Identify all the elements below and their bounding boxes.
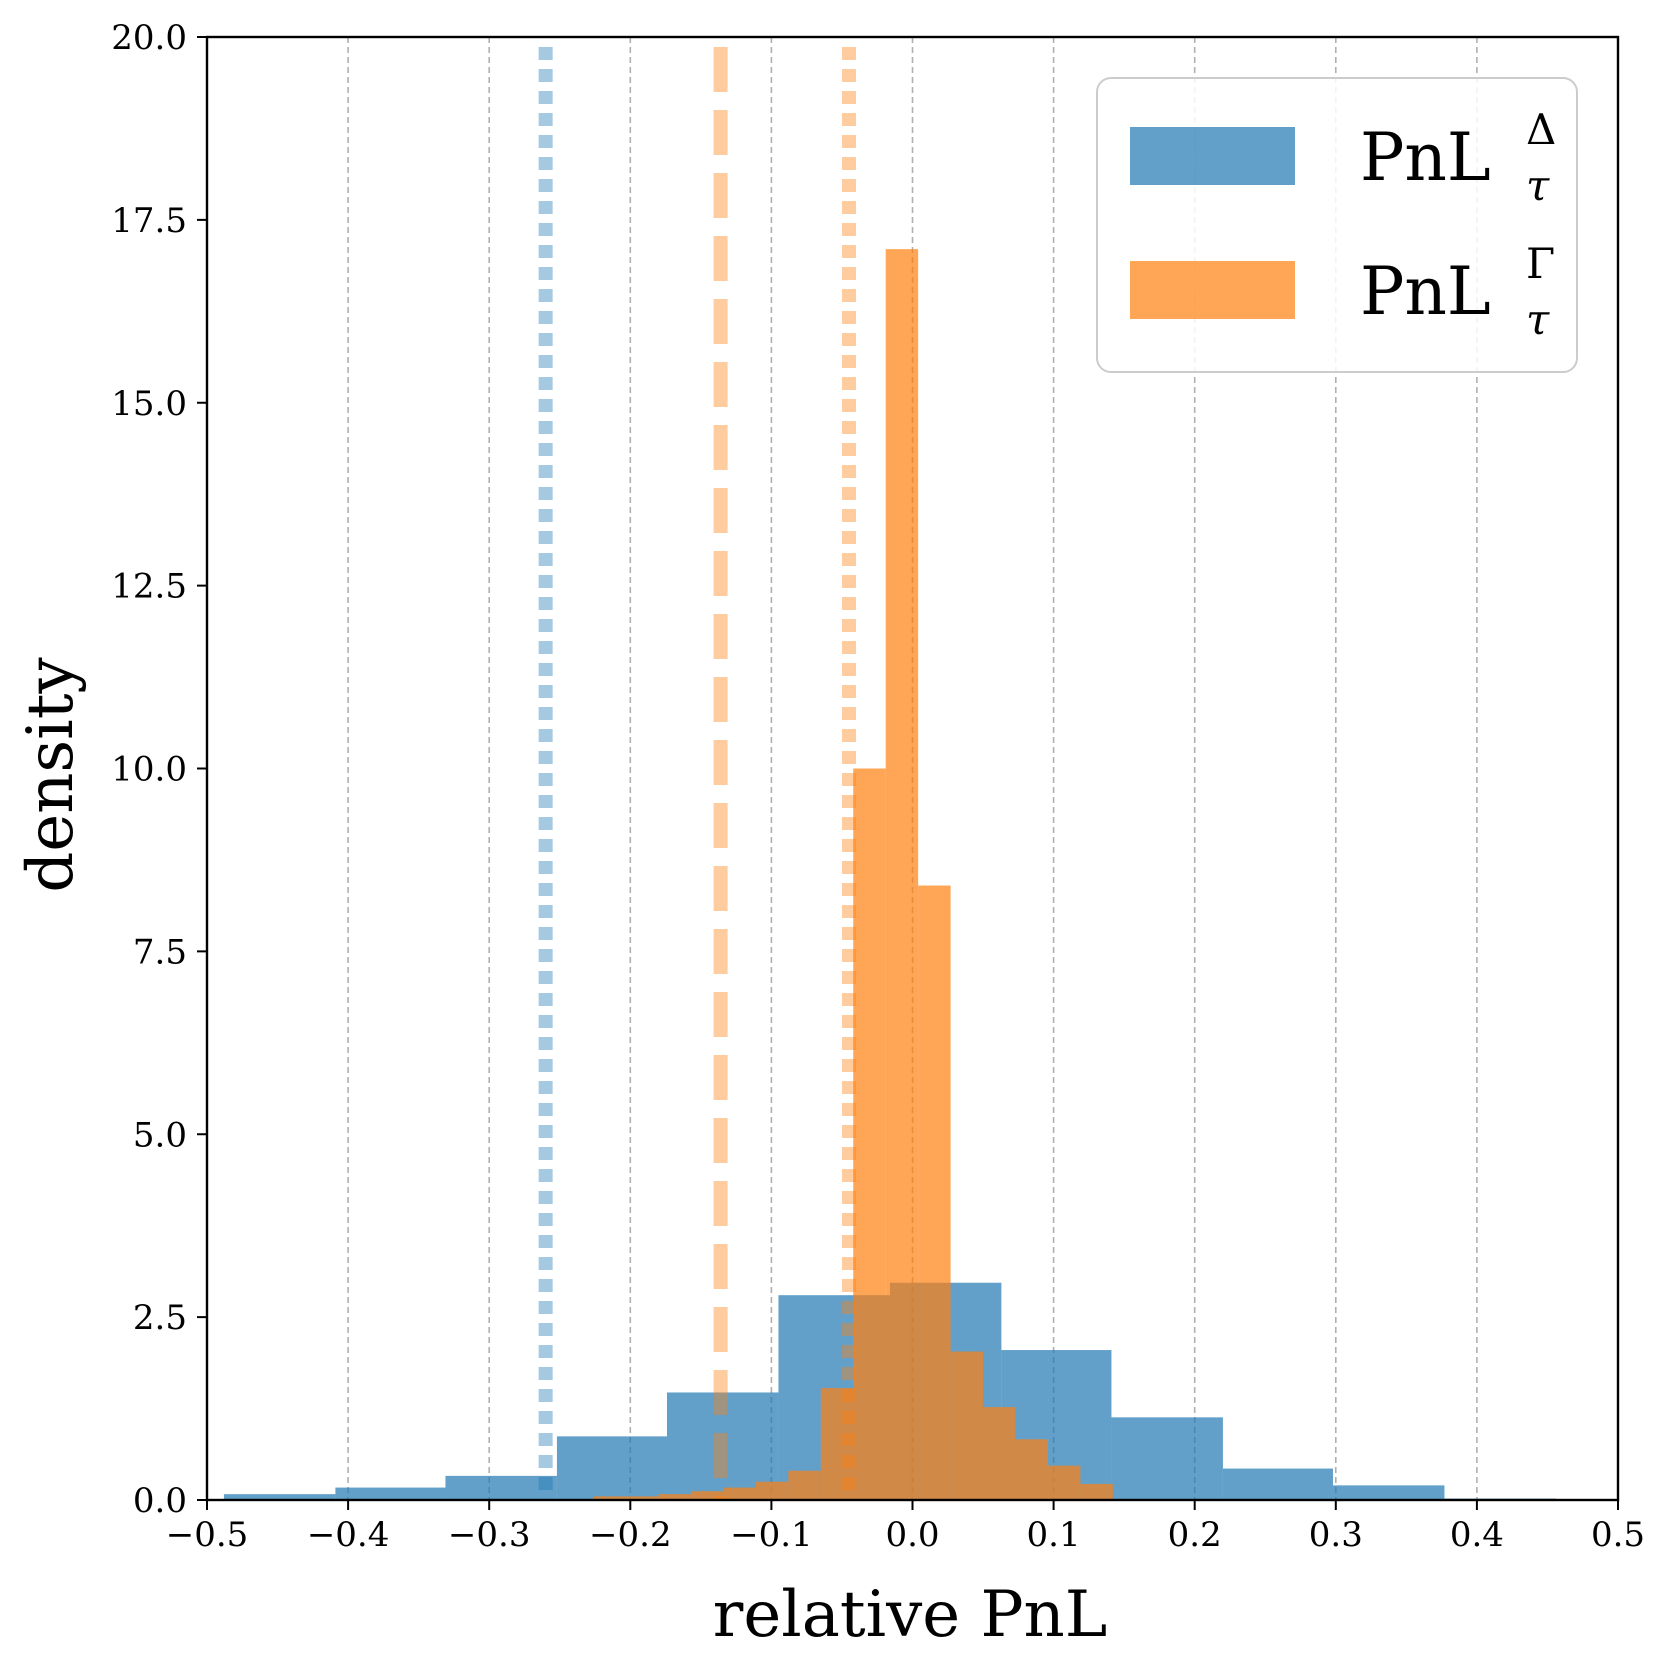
y-axis-title: density <box>14 657 88 892</box>
histogram-bar-series-0 <box>556 1436 667 1500</box>
x-tick-label: −0.3 <box>448 1515 531 1555</box>
tick-labels: −0.5 −0.4 −0.3 −0.2 −0.1 0.0 0.1 0.2 0.3 0.4 0.5 0.… <box>111 18 1645 1555</box>
x-tick-label: −0.4 <box>307 1515 390 1555</box>
y-tick-label: 7.5 <box>133 932 187 972</box>
histogram-bar-series-1 <box>983 1407 1016 1500</box>
histogram-bar-series-1 <box>918 885 951 1500</box>
y-tick-label: 0.0 <box>133 1481 187 1521</box>
histogram-bar-series-0 <box>335 1487 446 1500</box>
histogram-bar-series-1 <box>593 1496 627 1500</box>
x-tick-label: 0.4 <box>1450 1515 1504 1555</box>
legend-label: PnL <box>1360 119 1491 196</box>
histogram-bar-series-1 <box>853 768 886 1500</box>
x-tick-label: 0.5 <box>1591 1515 1645 1555</box>
histogram-bar-series-1 <box>788 1470 821 1500</box>
histogram-bar-series-1 <box>658 1494 691 1500</box>
histogram-bar-series-0 <box>1332 1485 1445 1500</box>
legend-label-superscript: Δ <box>1526 105 1556 154</box>
x-tick-label: −0.2 <box>589 1515 672 1555</box>
histogram-bar-series-1 <box>1047 1465 1081 1500</box>
legend-label-superscript: Γ <box>1526 239 1555 288</box>
legend-swatch <box>1130 127 1295 185</box>
x-axis-title: relative PnL <box>713 1578 1107 1652</box>
y-tick-label: 12.5 <box>111 567 187 607</box>
histogram-bar-series-1 <box>950 1351 984 1500</box>
y-tick-label: 2.5 <box>133 1298 187 1338</box>
histogram-bar-series-1 <box>755 1481 789 1500</box>
histogram-bar-series-0 <box>1111 1417 1223 1500</box>
x-tick-label: 0.3 <box>1309 1515 1363 1555</box>
histogram-bar-series-0 <box>1222 1468 1333 1500</box>
x-tick-label: 0.1 <box>1027 1515 1081 1555</box>
y-tick-label: 5.0 <box>133 1115 187 1155</box>
legend-label-subscript: τ <box>1526 295 1550 344</box>
x-tick-label: −0.1 <box>730 1515 813 1555</box>
histogram-bar-series-1 <box>723 1487 756 1500</box>
histogram-bar-series-1 <box>626 1496 659 1500</box>
histogram-bar-series-1 <box>1080 1483 1113 1500</box>
y-tick-label: 15.0 <box>111 384 187 424</box>
histogram-bar-series-1 <box>820 1388 854 1500</box>
histogram-bar-series-1 <box>1015 1439 1048 1500</box>
x-tick-label: −0.5 <box>166 1515 249 1555</box>
histogram-bar-series-0 <box>445 1475 557 1500</box>
histogram-bar-series-1 <box>885 249 919 1500</box>
histogram-bar-series-1 <box>690 1491 724 1500</box>
x-tick-label: 0.2 <box>1168 1515 1222 1555</box>
legend-label: PnL <box>1360 253 1491 330</box>
x-tick-label: 0.0 <box>885 1515 939 1555</box>
legend-swatch <box>1130 261 1295 319</box>
y-tick-label: 17.5 <box>111 201 187 241</box>
y-tick-label: 10.0 <box>111 750 187 790</box>
legend-box <box>1096 77 1578 373</box>
y-tick-label: 20.0 <box>111 18 187 58</box>
histogram-bar-series-0 <box>223 1494 336 1500</box>
legend: PnL Δτ PnL Γτ <box>1096 77 1578 373</box>
legend-label-subscript: τ <box>1526 161 1550 210</box>
reference-lines <box>538 47 857 1500</box>
histogram-bars <box>223 249 1556 1500</box>
